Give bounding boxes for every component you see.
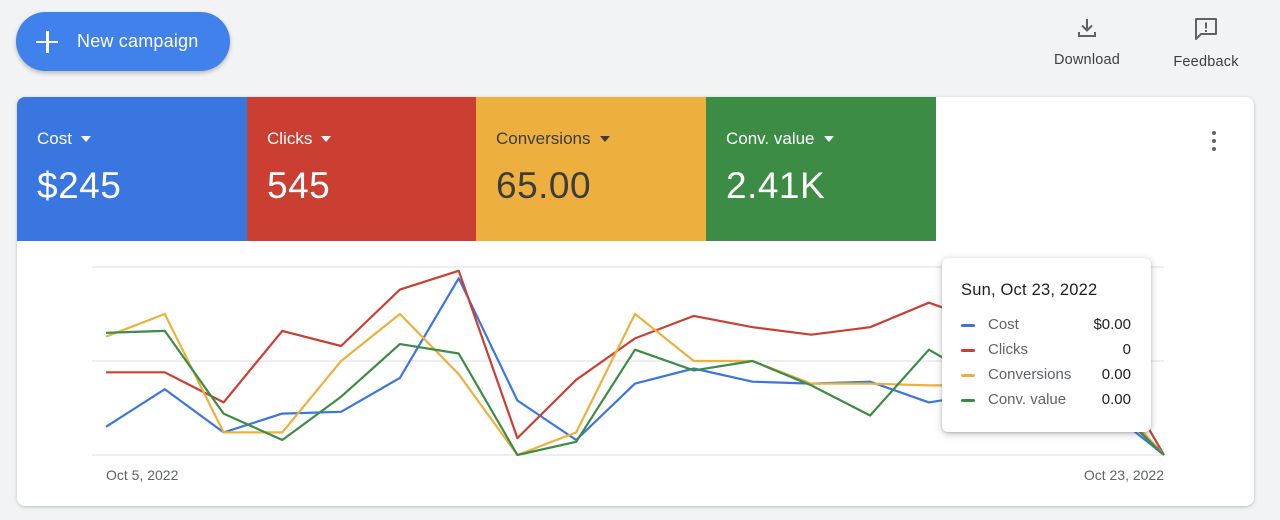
x-tick-label: Oct 23, 2022	[1084, 467, 1164, 483]
tooltip-series-name: Conv. value	[988, 391, 1067, 408]
scorecard-name: Cost	[37, 129, 72, 148]
tooltip-row: Conv. value 0.00	[961, 391, 1131, 411]
feedback-icon	[1195, 18, 1217, 40]
scorecard-value: 65.00	[496, 165, 592, 206]
more-options-icon[interactable]	[1203, 129, 1225, 153]
x-tick-label: Oct 5, 2022	[106, 467, 179, 483]
tooltip-series-value: 0.00	[1101, 366, 1131, 383]
scorecard-conv-value[interactable]: Conv. value 2.41K	[706, 97, 936, 241]
scorecard-name: Conversions	[496, 129, 591, 148]
scorecard-dropdown[interactable]: Conv. value	[726, 129, 834, 149]
scorecard-conversions[interactable]: Conversions 65.00	[476, 97, 706, 241]
tooltip-series-name: Conversions	[988, 366, 1072, 383]
feedback-label: Feedback	[1173, 54, 1239, 70]
caret-down-icon	[80, 136, 91, 142]
scorecard-dropdown[interactable]: Cost	[37, 129, 91, 149]
feedback-button[interactable]: Feedback	[1168, 16, 1244, 70]
scorecard-dropdown[interactable]: Clicks	[267, 129, 332, 149]
caret-down-icon	[599, 136, 610, 142]
legend-swatch	[961, 349, 975, 352]
download-label: Download	[1053, 52, 1121, 68]
tooltip-row: Clicks 0	[961, 341, 1131, 361]
scorecard-cost[interactable]: Cost $245	[17, 97, 247, 241]
new-campaign-button[interactable]: New campaign	[16, 12, 230, 71]
scorecard-value: 2.41K	[726, 165, 826, 206]
legend-swatch	[961, 374, 975, 377]
tooltip-series-name: Clicks	[988, 341, 1028, 358]
legend-swatch	[961, 399, 975, 402]
caret-down-icon	[823, 136, 834, 142]
tooltip-row: Conversions 0.00	[961, 366, 1131, 386]
scorecard-name: Conv. value	[726, 129, 815, 148]
scorecard-value: 545	[267, 165, 331, 206]
tooltip-date: Sun, Oct 23, 2022	[961, 281, 1098, 299]
legend-swatch	[961, 324, 975, 327]
tooltip-series-value: 0	[1122, 341, 1131, 358]
download-icon	[1078, 19, 1096, 37]
new-campaign-label: New campaign	[77, 31, 199, 51]
caret-down-icon	[321, 136, 332, 142]
download-button[interactable]: Download	[1050, 16, 1124, 68]
tooltip-series-name: Cost	[988, 316, 1019, 333]
chart-tooltip: Sun, Oct 23, 2022 Cost $0.00 Clicks 0 Co…	[942, 258, 1151, 432]
plus-icon	[36, 30, 58, 53]
scorecard-name: Clicks	[267, 129, 313, 148]
scorecard-clicks[interactable]: Clicks 545	[247, 97, 477, 241]
tooltip-row: Cost $0.00	[961, 316, 1131, 336]
scorecard-value: $245	[37, 165, 122, 206]
tooltip-series-value: 0.00	[1101, 391, 1131, 408]
tooltip-series-value: $0.00	[1093, 316, 1131, 333]
scorecard-dropdown[interactable]: Conversions	[496, 129, 610, 149]
